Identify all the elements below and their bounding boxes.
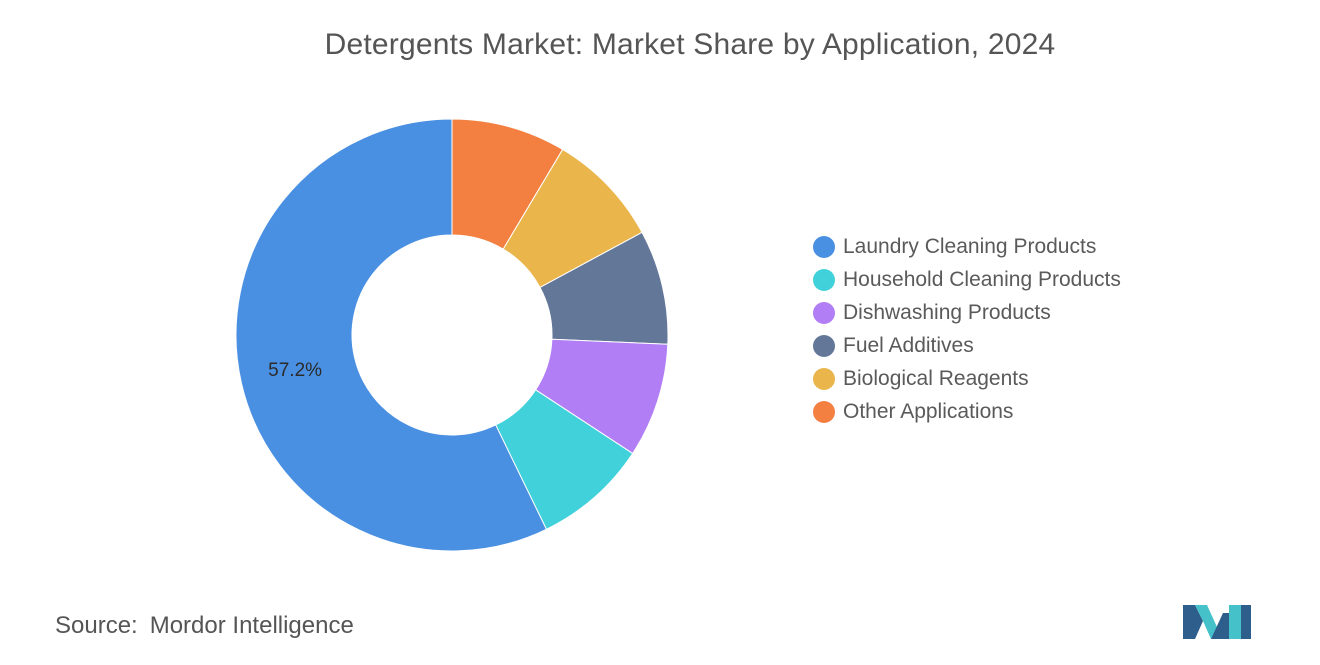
legend-item-dishwashing: Dishwashing Products (813, 296, 1121, 329)
donut-data-labels: 57.2% (268, 360, 322, 381)
chart-title: Detergents Market: Market Share by Appli… (324, 28, 1056, 61)
legend-item-household: Household Cleaning Products (813, 263, 1121, 296)
source-line: Source: Mordor Intelligence (55, 612, 354, 640)
source-label: Source: (55, 612, 138, 639)
donut-slice-laundry-cleaning-products (235, 118, 548, 552)
legend-label-laundry: Laundry Cleaning Products (843, 234, 1097, 258)
legend-swatch-biological (813, 367, 835, 390)
data-label-laundry-cleaning-products: 57.2% (268, 360, 322, 381)
legend-label-household: Household Cleaning Products (843, 267, 1121, 291)
legend-swatch-dishwashing (813, 301, 835, 324)
mordor-intelligence-logo-icon (1183, 603, 1251, 644)
legend-label-biological: Biological Reagents (843, 366, 1029, 390)
legend-swatch-fuel (813, 334, 835, 357)
legend-item-other: Other Applications (813, 395, 1121, 428)
legend-item-laundry: Laundry Cleaning Products (813, 230, 1121, 263)
source-value: Mordor Intelligence (149, 612, 354, 639)
legend-item-biological: Biological Reagents (813, 362, 1121, 395)
donut-slices (235, 118, 669, 552)
legend-label-dishwashing: Dishwashing Products (843, 300, 1051, 324)
legend-item-fuel: Fuel Additives (813, 329, 1121, 362)
chart-legend: Laundry Cleaning Products Household Clea… (813, 230, 1121, 428)
legend-swatch-household (813, 268, 835, 291)
legend-label-fuel: Fuel Additives (843, 333, 974, 357)
legend-swatch-other (813, 400, 835, 423)
legend-swatch-laundry (813, 235, 835, 258)
legend-label-other: Other Applications (843, 399, 1014, 423)
